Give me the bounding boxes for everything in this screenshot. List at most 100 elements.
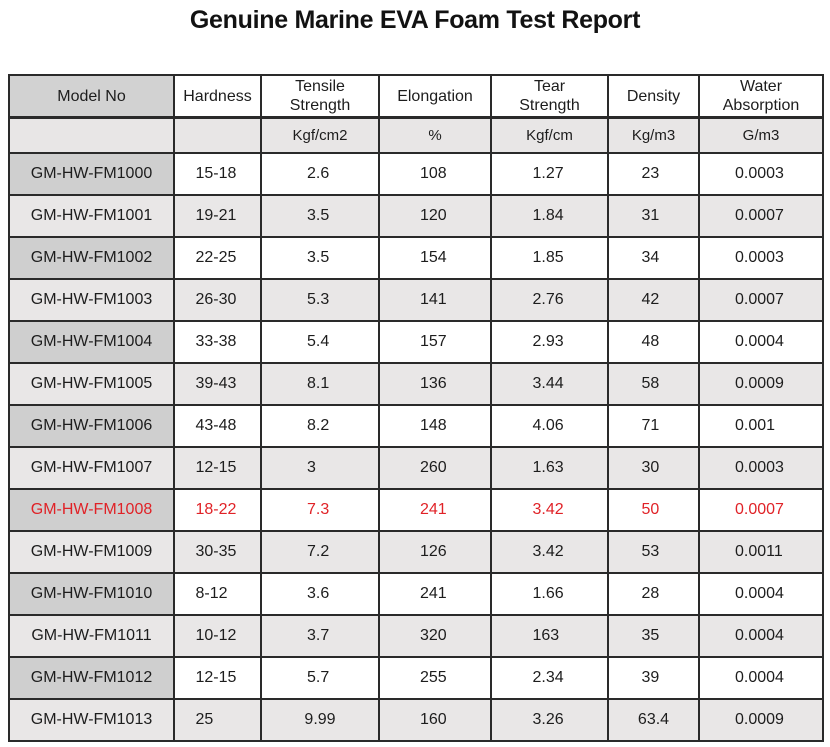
cell-value: 3 (307, 459, 316, 476)
tensile-strength-cell: 3.6 (260, 572, 380, 616)
table-row: GM-HW-FM1012 12-15 5.7 255 2.34 39 0.0004 (8, 656, 824, 700)
density-cell: 48 (607, 320, 700, 364)
water-absorption-cell: 0.0007 (698, 194, 824, 238)
cell-value: 48 (641, 333, 660, 350)
cell-value: 5.7 (307, 669, 330, 686)
elongation-cell: 160 (378, 698, 492, 742)
cell-value: 2.76 (532, 291, 564, 308)
cell-value: 8-12 (195, 585, 228, 602)
water-absorption-cell: 0.0009 (698, 698, 824, 742)
elongation-cell: 320 (378, 614, 492, 658)
cell-value: 0.0007 (735, 207, 784, 224)
cell-value: 1.66 (532, 585, 564, 602)
hardness-cell: 30-35 (173, 530, 262, 574)
unit-cell-tear-strength: Kgf/cm (490, 116, 609, 154)
tear-strength-cell: 1.63 (490, 446, 609, 490)
table-row: GM-HW-FM1000 15-18 2.6 108 1.27 23 0.0003 (8, 152, 824, 196)
model-no-cell: GM-HW-FM1013 (8, 698, 175, 742)
cell-value: 15-18 (195, 165, 237, 182)
elongation-cell: 120 (378, 194, 492, 238)
cell-value: 0.0004 (735, 333, 784, 350)
tensile-strength-cell: 7.3 (260, 488, 380, 532)
cell-value: 31 (641, 207, 660, 224)
table-row: GM-HW-FM1001 19-21 3.5 120 1.84 31 0.0007 (8, 194, 824, 238)
water-absorption-cell: 0.0003 (698, 446, 824, 490)
cell-value: 8.1 (307, 375, 330, 392)
cell-value: 141 (420, 291, 447, 308)
table-row: GM-HW-FM1002 22-25 3.5 154 1.85 34 0.0003 (8, 236, 824, 280)
cell-value: 320 (420, 627, 447, 644)
density-cell: 50 (607, 488, 700, 532)
hardness-cell: 18-22 (173, 488, 262, 532)
density-cell: 23 (607, 152, 700, 196)
tear-strength-cell: 2.93 (490, 320, 609, 364)
cell-value: 3.5 (307, 249, 330, 266)
density-cell: 63.4 (607, 698, 700, 742)
tear-strength-cell: 3.44 (490, 362, 609, 406)
hardness-cell: 10-12 (173, 614, 262, 658)
cell-value: 1.85 (532, 249, 564, 266)
cell-value: 4.06 (532, 417, 564, 434)
tear-strength-cell: 1.27 (490, 152, 609, 196)
col-header-density: Density (607, 74, 700, 119)
model-no-cell: GM-HW-FM1006 (8, 404, 175, 448)
cell-value: 0.0011 (735, 543, 783, 560)
table-row: GM-HW-FM1008 18-22 7.3 241 3.42 50 0.0007 (8, 488, 824, 532)
elongation-cell: 241 (378, 572, 492, 616)
cell-value: 58 (641, 375, 660, 392)
table-body: GM-HW-FM1000 15-18 2.6 108 1.27 23 0.0003 GM-HW… (8, 152, 824, 742)
density-cell: 39 (607, 656, 700, 700)
tear-strength-cell: 3.42 (490, 530, 609, 574)
hardness-cell: 12-15 (173, 656, 262, 700)
col-header-tensile-strength: Tensile Strength (260, 74, 380, 119)
tensile-strength-cell: 3 (260, 446, 380, 490)
model-no-cell: GM-HW-FM1001 (8, 194, 175, 238)
cell-value: 0.0004 (735, 627, 784, 644)
table-row: GM-HW-FM1004 33-38 5.4 157 2.93 48 0.0004 (8, 320, 824, 364)
tensile-strength-cell: 5.3 (260, 278, 380, 322)
elongation-cell: 154 (378, 236, 492, 280)
density-cell: 30 (607, 446, 700, 490)
col-header-elongation: Elongation (378, 74, 492, 119)
cell-value: 42 (641, 291, 660, 308)
model-no-cell: GM-HW-FM1009 (8, 530, 175, 574)
hardness-cell: 26-30 (173, 278, 262, 322)
cell-value: 19-21 (195, 207, 237, 224)
cell-value: 30-35 (195, 543, 237, 560)
tensile-strength-cell: 3.5 (260, 194, 380, 238)
tear-strength-cell: 2.34 (490, 656, 609, 700)
cell-value: 0.0003 (735, 249, 784, 266)
table-row: GM-HW-FM1013 25 9.99 160 3.26 63.4 0.0009 (8, 698, 824, 742)
cell-value: 126 (420, 543, 447, 560)
tensile-strength-cell: 3.5 (260, 236, 380, 280)
cell-value: 0.0004 (735, 669, 784, 686)
model-no-cell: GM-HW-FM1012 (8, 656, 175, 700)
tensile-strength-cell: 5.7 (260, 656, 380, 700)
cell-value: 7.2 (307, 543, 330, 560)
unit-cell-elongation: % (378, 116, 492, 154)
cell-value: 3.42 (532, 543, 564, 560)
unit-cell-model-no (8, 116, 175, 154)
cell-value: 0.0009 (735, 375, 784, 392)
cell-value: 0.001 (735, 417, 776, 434)
cell-value: 39-43 (195, 375, 237, 392)
model-no-cell: GM-HW-FM1004 (8, 320, 175, 364)
cell-value: 3.26 (532, 711, 564, 728)
table-row: GM-HW-FM1009 30-35 7.2 126 3.42 53 0.0011 (8, 530, 824, 574)
cell-value: 26-30 (195, 291, 237, 308)
model-no-cell: GM-HW-FM1010 (8, 572, 175, 616)
hardness-cell: 22-25 (173, 236, 262, 280)
hardness-cell: 19-21 (173, 194, 262, 238)
cell-value: 2.6 (307, 165, 330, 182)
elongation-cell: 136 (378, 362, 492, 406)
cell-value: 53 (641, 543, 660, 560)
unit-cell-hardness (173, 116, 262, 154)
water-absorption-cell: 0.0007 (698, 488, 824, 532)
hardness-cell: 12-15 (173, 446, 262, 490)
model-no-cell: GM-HW-FM1002 (8, 236, 175, 280)
density-cell: 53 (607, 530, 700, 574)
water-absorption-cell: 0.001 (698, 404, 824, 448)
tensile-strength-cell: 2.6 (260, 152, 380, 196)
cell-value: 63.4 (637, 711, 670, 728)
tensile-strength-cell: 3.7 (260, 614, 380, 658)
